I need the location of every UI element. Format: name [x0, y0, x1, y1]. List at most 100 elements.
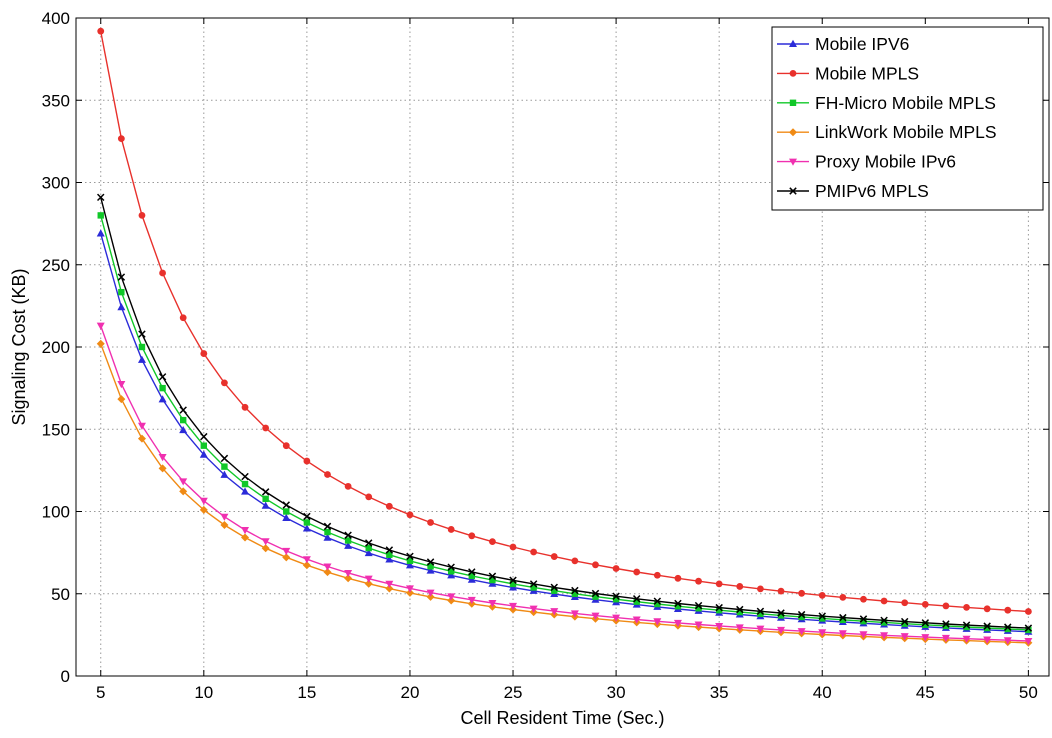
- data-point-marker: [654, 600, 661, 608]
- data-point-marker: [715, 622, 724, 631]
- data-point-marker: [179, 406, 187, 414]
- legend-entry: PMIPv6 MPLS: [777, 181, 929, 201]
- data-point-marker: [789, 70, 797, 77]
- data-point-marker: [789, 128, 797, 137]
- data-point-marker: [757, 610, 764, 617]
- legend-entry: Mobile IPV6: [777, 34, 909, 54]
- x-tick-label: 50: [1019, 683, 1038, 702]
- series-line: [100, 215, 1029, 631]
- data-point-marker: [447, 526, 455, 533]
- y-tick-label: 400: [42, 9, 70, 28]
- legend-label: Proxy Mobile IPv6: [815, 152, 956, 172]
- data-point-marker: [241, 403, 249, 411]
- data-point-marker: [200, 442, 208, 449]
- data-point-marker: [426, 566, 435, 574]
- data-point-marker: [344, 537, 352, 544]
- data-point-marker: [179, 416, 187, 424]
- data-point-marker: [241, 487, 250, 495]
- x-tick-label: 25: [504, 683, 523, 702]
- legend-entry: FH-Micro Mobile MPLS: [777, 93, 996, 113]
- data-point-marker: [261, 538, 270, 546]
- data-point-marker: [789, 99, 797, 106]
- data-point-marker: [406, 552, 414, 561]
- data-point-marker: [983, 605, 991, 613]
- series-mobile-ipv6: [96, 229, 1033, 635]
- data-point-marker: [138, 212, 146, 219]
- data-point-marker: [365, 493, 373, 501]
- data-point-marker: [302, 524, 311, 532]
- data-point-marker: [860, 617, 867, 625]
- data-point-marker: [777, 612, 785, 619]
- data-point-marker: [405, 585, 414, 593]
- data-point-marker: [571, 586, 579, 595]
- data-point-marker: [344, 531, 352, 539]
- data-point-marker: [323, 568, 332, 577]
- series-pmipv6-mpls: [97, 193, 1033, 632]
- series-proxy-mobile-ipv6: [96, 322, 1033, 646]
- data-point-marker: [200, 432, 208, 441]
- data-point-marker: [386, 551, 393, 558]
- data-point-marker: [385, 580, 394, 588]
- data-point-marker: [983, 624, 991, 632]
- data-point-marker: [695, 577, 702, 585]
- data-point-marker: [941, 634, 950, 643]
- data-point-marker: [550, 583, 558, 592]
- data-point-marker: [447, 568, 455, 575]
- data-point-marker: [117, 135, 125, 143]
- data-point-marker: [612, 592, 620, 600]
- data-point-marker: [674, 599, 682, 608]
- data-point-marker: [282, 547, 291, 556]
- data-point-marker: [591, 612, 600, 620]
- data-point-marker: [592, 593, 599, 600]
- x-tick-label: 10: [194, 683, 213, 702]
- data-point-marker: [756, 585, 764, 593]
- data-point-marker: [447, 571, 456, 579]
- data-point-marker: [262, 424, 270, 432]
- data-point-marker: [447, 593, 456, 601]
- data-point-marker: [653, 571, 661, 579]
- data-point-marker: [137, 422, 146, 430]
- y-tick-label: 100: [42, 503, 70, 522]
- data-point-marker: [199, 505, 208, 514]
- data-point-marker: [221, 463, 228, 470]
- data-point-marker: [241, 480, 249, 488]
- legend-entry: LinkWork Mobile MPLS: [777, 122, 997, 142]
- data-point-marker: [735, 624, 744, 632]
- data-point-marker: [695, 605, 702, 612]
- data-point-marker: [612, 596, 620, 603]
- data-point-marker: [612, 565, 620, 572]
- data-point-marker: [158, 373, 167, 381]
- data-point-marker: [117, 395, 126, 404]
- series-line: [100, 31, 1029, 613]
- legend: Mobile IPV6 Mobile MPLS FH-Micro Mobile MP…: [771, 26, 1044, 211]
- data-point-marker: [302, 556, 311, 564]
- data-point-marker: [942, 602, 950, 610]
- data-point-marker: [303, 512, 311, 521]
- data-point-marker: [777, 626, 786, 635]
- data-point-marker: [488, 600, 497, 608]
- data-point-marker: [963, 604, 970, 611]
- data-point-marker: [323, 522, 332, 531]
- data-point-marker: [633, 598, 640, 605]
- data-point-marker: [921, 619, 930, 627]
- data-point-marker: [427, 563, 434, 570]
- data-point-marker: [571, 557, 579, 565]
- data-point-marker: [1004, 623, 1012, 631]
- data-point-marker: [137, 434, 146, 443]
- data-point-marker: [282, 501, 290, 509]
- data-point-marker: [489, 576, 496, 584]
- data-point-marker: [467, 575, 476, 583]
- data-point-marker: [942, 622, 950, 630]
- data-point-marker: [261, 501, 270, 509]
- data-point-marker: [653, 618, 662, 626]
- data-point-marker: [797, 610, 806, 619]
- data-point-marker: [530, 548, 538, 556]
- data-point-marker: [839, 593, 847, 601]
- y-tick-label: 350: [42, 91, 70, 110]
- y-tick-label: 0: [61, 667, 70, 686]
- data-point-marker: [571, 590, 579, 597]
- data-point-marker: [1024, 637, 1033, 646]
- data-point-marker: [138, 330, 146, 338]
- data-point-marker: [344, 569, 353, 578]
- series-line: [100, 343, 1029, 644]
